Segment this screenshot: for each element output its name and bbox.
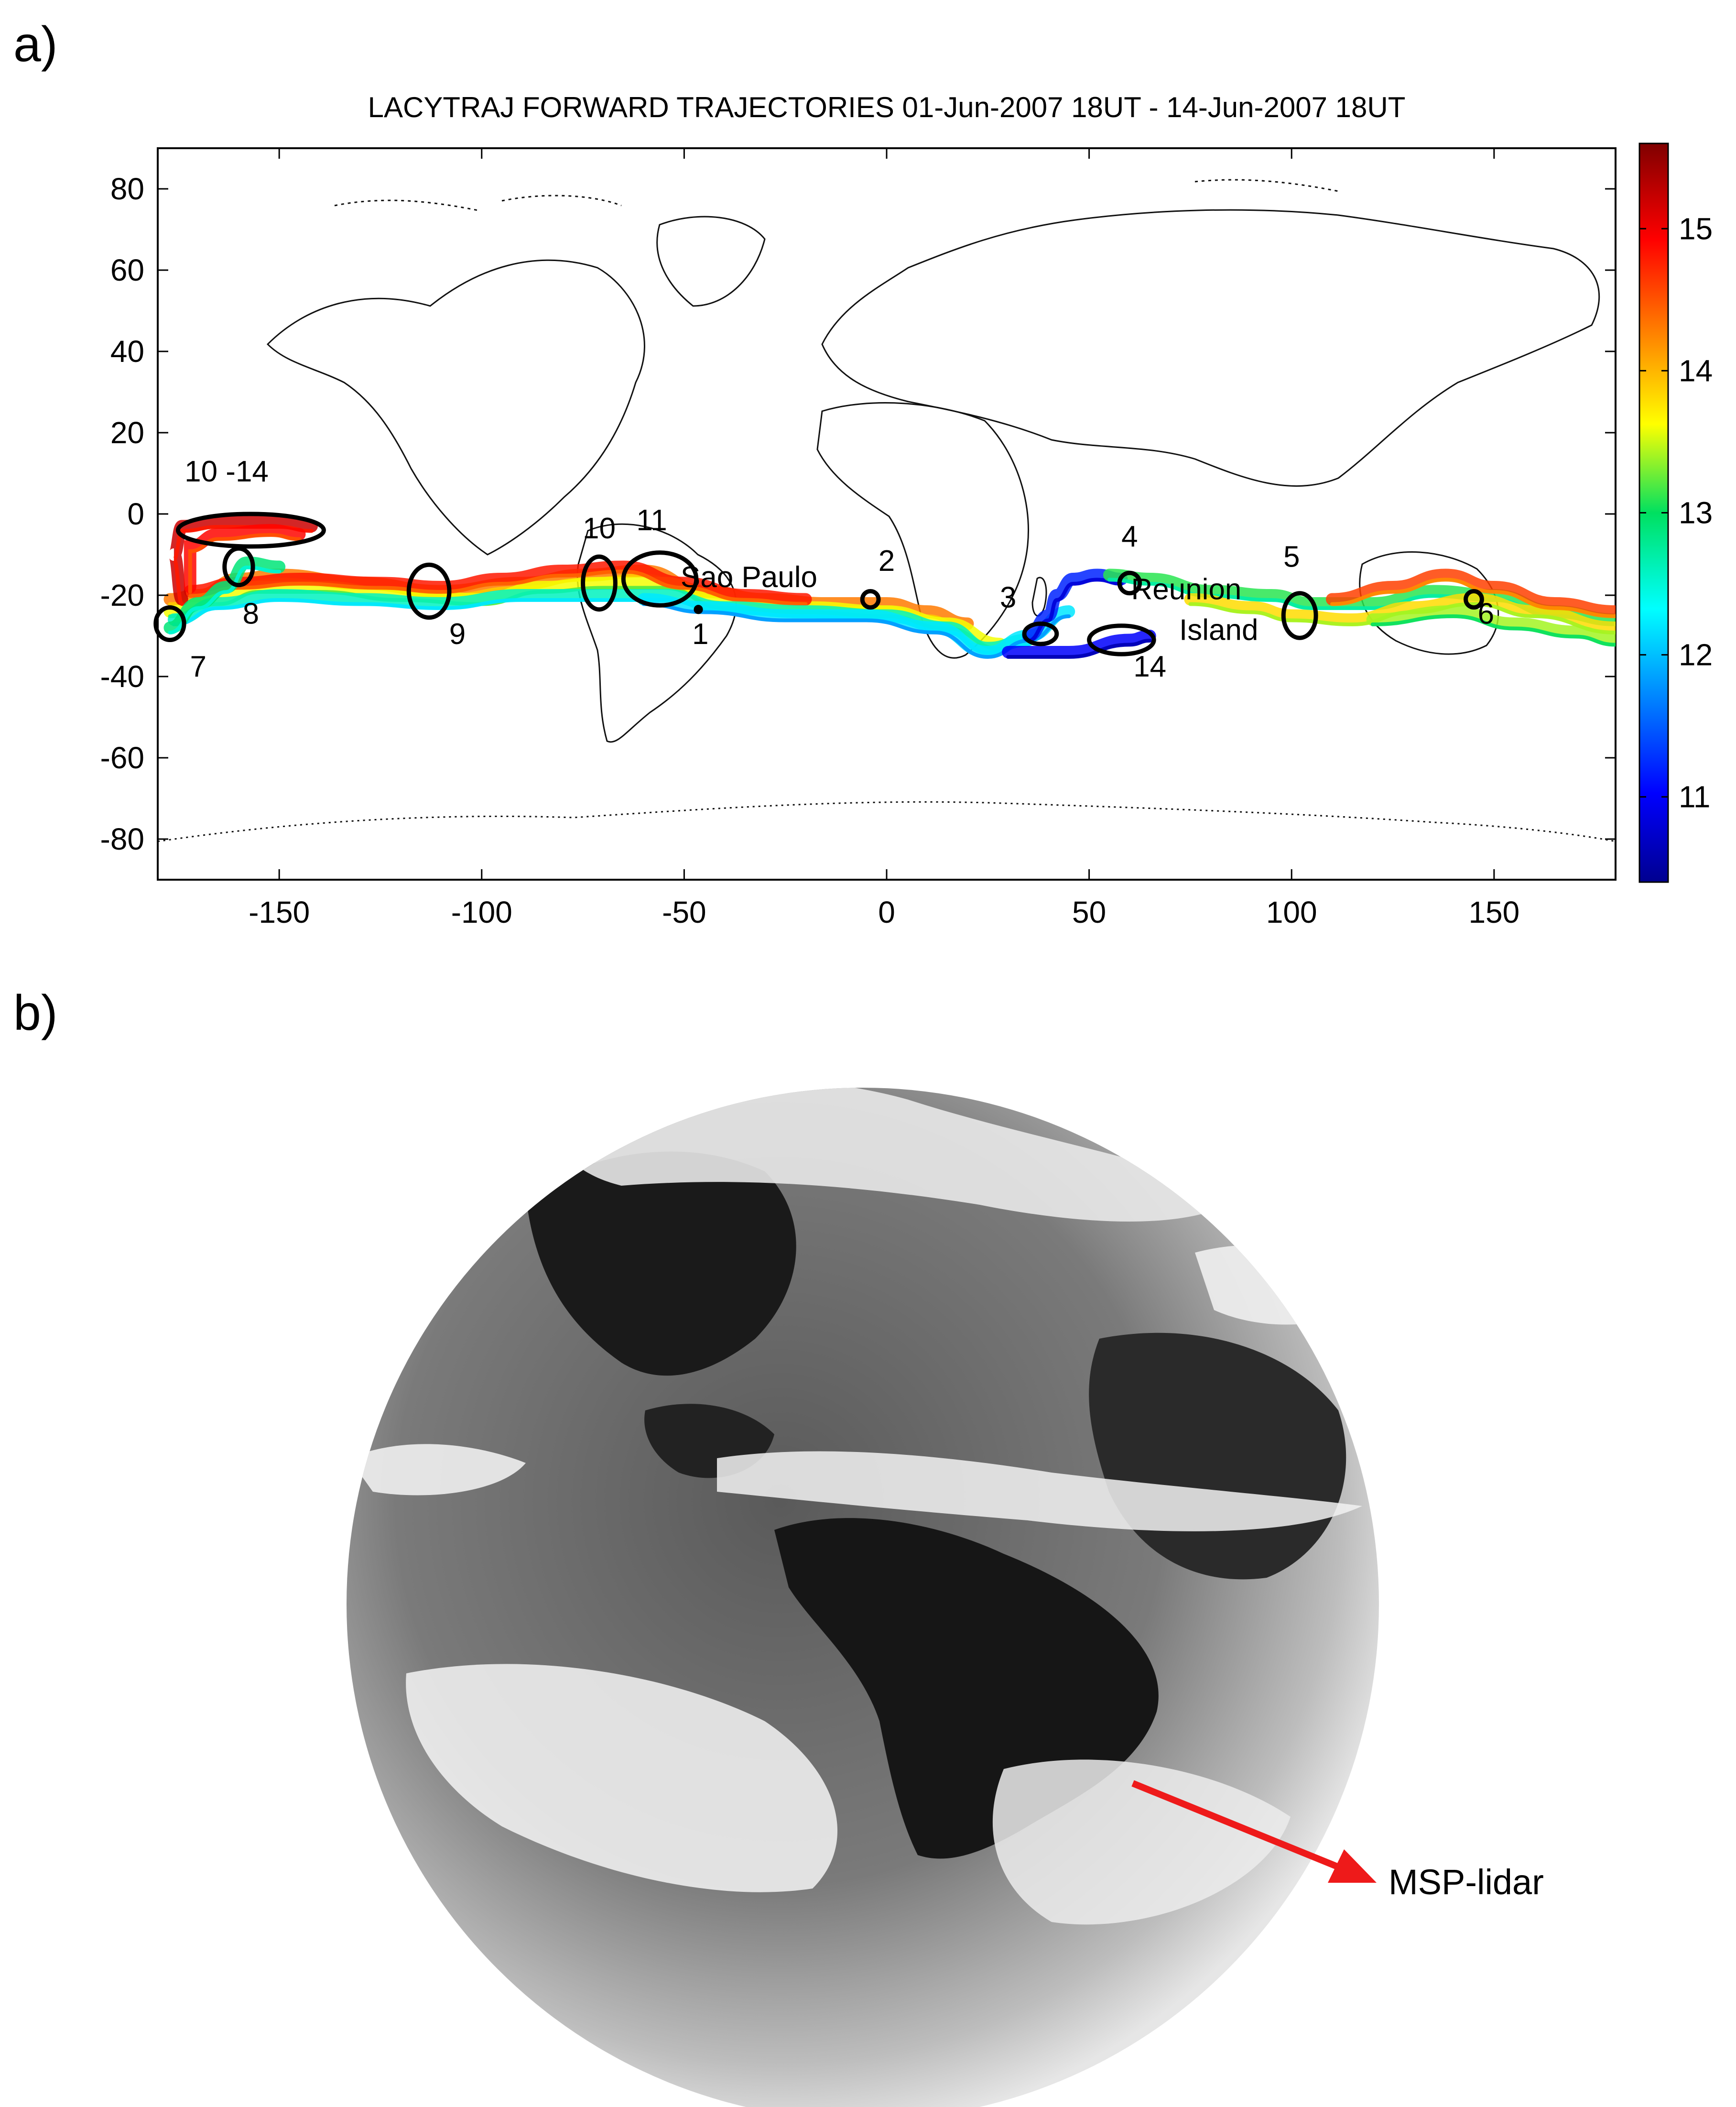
trajectory-strand-10 — [1370, 614, 1616, 647]
coast-north-america — [266, 259, 645, 556]
trajectory-layer — [163, 515, 1616, 659]
annotation-label: 14 — [1133, 650, 1166, 683]
ellipse-9 — [406, 562, 452, 620]
annotation-label: Island — [1179, 614, 1258, 647]
x-tick-label: 0 — [878, 895, 895, 929]
globe-cloud-southeast — [992, 1759, 1291, 1925]
y-tick-label: 0 — [127, 497, 144, 531]
annotation-label: 7 — [190, 650, 206, 683]
arrow-head — [1328, 1849, 1377, 1883]
coast-madagascar — [1031, 577, 1047, 617]
coast-arctic — [334, 179, 1339, 211]
globe-cloud-band-west — [349, 1444, 526, 1496]
annotation-label: 6 — [1478, 598, 1494, 631]
y-tick-label: -40 — [100, 659, 145, 694]
coastlines — [158, 179, 1616, 842]
trajectory-band-6 — [1002, 630, 1156, 659]
annotation-label: 9 — [449, 618, 466, 651]
y-tick-label: -80 — [100, 822, 145, 856]
globe-north-america-dark — [526, 1151, 796, 1376]
ellipse-4 — [1117, 570, 1142, 596]
ellipse-10 — [581, 554, 618, 612]
satellite-globe — [347, 1088, 1379, 2107]
arrow-shaft — [1131, 1780, 1340, 1870]
annotation-label: 2 — [879, 545, 895, 578]
annotation-label: 10 -14 — [184, 455, 269, 488]
y-tick-label: -60 — [100, 741, 145, 775]
y-tick-label: -20 — [100, 578, 145, 612]
trajectory-band-8 — [1184, 593, 1616, 634]
ellipse-1 — [694, 605, 703, 614]
ellipse-11 — [621, 550, 699, 608]
trajectory-band-4 — [637, 593, 1075, 659]
ellipse-7 — [153, 605, 186, 642]
ellipse-layer — [153, 512, 1484, 656]
x-tick-label: -100 — [451, 895, 512, 929]
chart-title: LACYTRAJ FORWARD TRAJECTORIES 01-Jun-200… — [368, 91, 1406, 123]
annotation-label: 11 — [636, 504, 667, 537]
x-tick-label: 50 — [1072, 895, 1106, 929]
ellipse-14 — [1087, 623, 1156, 656]
annotation-label: 5 — [1283, 541, 1300, 574]
colorbar: 11 12 13 14 15 — [1638, 142, 1713, 883]
ellipse-3 — [1022, 622, 1059, 646]
globe-cloud-east — [1195, 1245, 1377, 1325]
annotation-label: Sao Paulo — [681, 561, 817, 594]
trajectory-strand-4 — [641, 602, 1071, 659]
x-tick-label: -150 — [249, 895, 310, 929]
annotation-label: 1 — [692, 618, 708, 651]
trajectory-strand-2 — [188, 569, 808, 606]
x-tick-label: 100 — [1266, 895, 1317, 929]
colorbar-tick-label: 12 — [1679, 638, 1713, 672]
trajectory-band-10 — [1366, 605, 1616, 646]
y-tick-label: 60 — [110, 253, 144, 287]
x-tick-label: 150 — [1468, 895, 1519, 929]
x-tick-label: -50 — [662, 895, 706, 929]
trajectory-strand-12 — [188, 533, 302, 594]
annotation-label: 10 — [583, 512, 616, 545]
trajectory-strand-9 — [1330, 578, 1616, 618]
y-tick-label: 80 — [110, 172, 144, 206]
trajectory-band-2 — [184, 560, 812, 606]
coast-eurasia — [821, 209, 1600, 487]
ellipse-5 — [1281, 591, 1318, 640]
globe-cloud-itcz — [717, 1451, 1362, 1531]
trajectory-band-9 — [1325, 568, 1616, 618]
trajectory-strand-13 — [168, 565, 282, 634]
coast-south-america — [576, 523, 737, 743]
colorbar-ticks: 11 12 13 14 15 — [1639, 211, 1713, 814]
ellipse-6 — [1464, 589, 1484, 610]
colorbar-tick-label: 14 — [1679, 353, 1713, 388]
ellipse-2 — [860, 589, 881, 610]
trajectory-band-5 — [1022, 568, 1128, 642]
trajectory-strand-6 — [1006, 639, 1152, 659]
ellipse-10-14 — [175, 512, 326, 549]
annotation-label: 4 — [1121, 520, 1138, 553]
annotation-label: 3 — [1000, 581, 1016, 614]
panel-a-label: a) — [13, 17, 58, 72]
y-tick-label: 20 — [110, 415, 144, 450]
globe-cloud-band-north — [550, 1088, 1243, 1222]
trajectory-band-13 — [163, 556, 286, 634]
y-tick-label: 40 — [110, 334, 144, 369]
ellipse-8 — [222, 546, 255, 588]
msp-lidar-arrow — [1131, 1780, 1377, 1883]
colorbar-tick-label: 13 — [1679, 496, 1713, 530]
coast-greenland — [656, 216, 766, 307]
colorbar-tick-label: 15 — [1679, 211, 1713, 246]
coast-antarctica — [158, 801, 1616, 842]
colorbar-tick-label: 11 — [1679, 780, 1710, 814]
globe-features — [349, 1088, 1377, 1925]
map-plot-area: 10 -14 8 7 9 10 11 Sao Paulo 1 2 3 4 Reunion Island 1… — [100, 147, 1617, 929]
panel-b-label: b) — [13, 985, 58, 1041]
annotation-label: 8 — [243, 598, 259, 631]
axis-ticks: -150 -100 -50 0 50 100 150 80 60 40 20 0 -20 -40 -60 -8… — [100, 148, 1616, 929]
msp-lidar-label: MSP-lidar — [1389, 1862, 1544, 1902]
globe-cloud-south — [406, 1664, 838, 1892]
annotation-label: Reunion — [1131, 573, 1241, 606]
annotation-layer: 10 -14 8 7 9 10 11 Sao Paulo 1 2 3 4 Reunion Island 1… — [184, 455, 1494, 683]
